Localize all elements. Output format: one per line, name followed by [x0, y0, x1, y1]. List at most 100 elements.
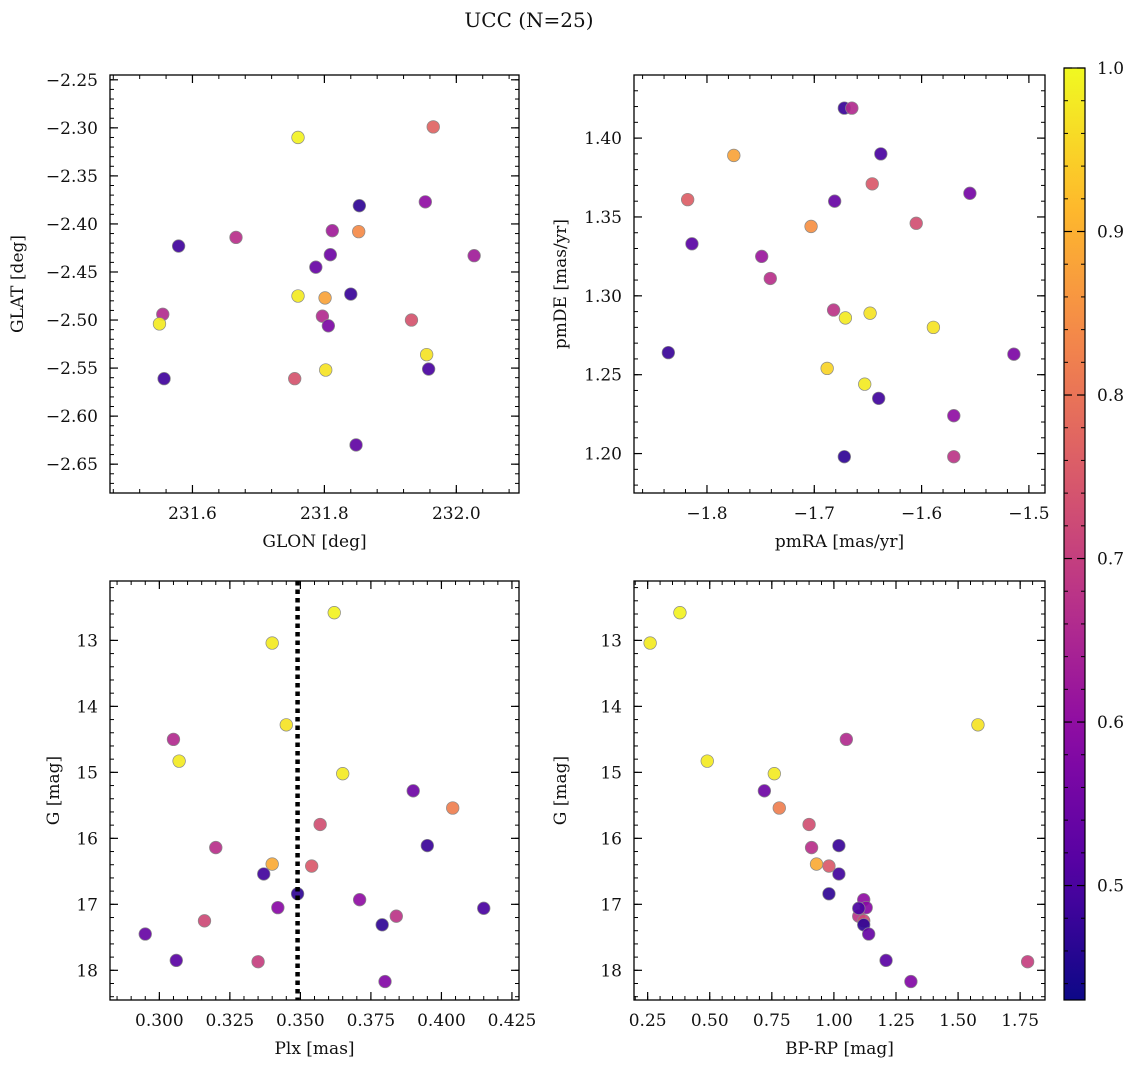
scatter-point — [879, 953, 893, 968]
scatter-point — [420, 838, 434, 853]
scatter-point — [166, 732, 181, 747]
scatter-point — [291, 289, 305, 303]
scatter-point — [809, 857, 824, 871]
y-tick-label: 18 — [76, 961, 98, 981]
x-tick-label: −1.5 — [1008, 504, 1049, 524]
x-tick-label: 0.300 — [135, 1011, 184, 1031]
scatter-point — [251, 955, 265, 969]
scatter-point — [404, 313, 419, 327]
scatter-point — [767, 767, 781, 781]
colorbar-tick-label: 0.6 — [1097, 713, 1124, 733]
scatter-panel-1: 231.6 231.8 232.0 −2.65 −2.60 −2.55 −2.50 −2.45… — [8, 71, 520, 552]
scatter-point — [327, 606, 341, 620]
scatter-point — [772, 801, 786, 815]
axes-frame — [633, 580, 1046, 1001]
x-tick-label: 0.425 — [488, 1011, 537, 1031]
scatter-point — [279, 718, 293, 732]
y-tick-label: 1.25 — [584, 366, 622, 386]
scatter-point — [271, 900, 285, 915]
scatter-point — [446, 801, 460, 815]
y-axis-label: G [mag] — [44, 756, 64, 825]
scatter-point — [838, 311, 853, 325]
scatter-point — [378, 974, 392, 989]
y-tick-label: −2.65 — [46, 455, 98, 475]
scatter-point — [852, 901, 866, 915]
scatter-point — [305, 859, 319, 873]
scatter-point — [257, 867, 271, 881]
x-tick-label: 232.0 — [432, 504, 481, 524]
scatter-point — [419, 347, 434, 362]
x-axis-label: Plx [mas] — [274, 1039, 354, 1059]
y-axis-label: pmDE [mas/yr] — [551, 219, 571, 349]
scatter-point — [832, 867, 846, 881]
scatter-point — [643, 636, 657, 650]
scatter-point — [265, 857, 279, 871]
y-tick-label: 15 — [76, 763, 98, 783]
y-axis-label: G [mag] — [551, 756, 571, 825]
colorbar: 0.5 0.6 0.7 0.8 0.9 1.0 — [1063, 59, 1124, 1001]
axes-frame — [109, 74, 520, 494]
x-tick-label: 231.6 — [168, 504, 217, 524]
scatter-point — [858, 377, 872, 391]
colorbar-tick-label: 0.9 — [1097, 223, 1124, 243]
scatter-point — [828, 194, 842, 208]
x-tick-label: 0.50 — [691, 1011, 729, 1031]
scatter-point — [826, 303, 841, 317]
scatter-point — [138, 927, 152, 941]
y-tick-label: −2.35 — [46, 167, 98, 187]
scatter-point — [909, 216, 923, 230]
scatter-point — [820, 361, 834, 376]
y-tick-label: 14 — [600, 697, 622, 717]
scatter-point — [839, 732, 853, 747]
scatter-point — [418, 195, 432, 209]
x-tick-label: 1.00 — [815, 1011, 853, 1031]
scatter-point — [352, 893, 367, 907]
scatter-point — [1007, 347, 1021, 361]
scatter-point — [863, 306, 877, 320]
y-tick-label: 1.40 — [584, 129, 622, 149]
scatter-point — [389, 909, 403, 923]
scatter-point — [681, 192, 695, 207]
scatter-point — [685, 237, 699, 251]
scatter-point — [477, 901, 491, 915]
colorbar-gradient — [1063, 67, 1086, 1001]
scatter-point — [265, 636, 279, 650]
scatter-point — [352, 199, 367, 213]
x-tick-label: 0.75 — [753, 1011, 791, 1031]
scatter-point — [426, 120, 440, 134]
scatter-point — [209, 840, 223, 855]
scatter-point — [421, 362, 436, 376]
scatter-panel-4: 0.25 0.50 0.75 1.00 1.25 1.50 1.75 13 14 15 16 17 18… — [551, 580, 1046, 1059]
scatter-point — [872, 391, 886, 406]
scatter-point — [727, 148, 741, 163]
scatter-point — [321, 319, 336, 333]
scatter-point — [467, 249, 481, 263]
x-axis-label: BP-RP [mag] — [785, 1039, 894, 1059]
x-tick-label: 0.375 — [347, 1011, 396, 1031]
scatter-point — [171, 239, 186, 253]
axes-frame — [633, 74, 1046, 494]
x-tick-label: 231.8 — [300, 504, 349, 524]
scatter-point — [1020, 955, 1035, 969]
y-tick-label: 1.20 — [584, 445, 622, 465]
x-tick-label: 0.25 — [629, 1011, 667, 1031]
y-tick-label: 16 — [76, 829, 98, 849]
scatter-point — [157, 372, 171, 386]
scatter-point — [757, 784, 772, 798]
scatter-point — [822, 887, 836, 901]
scatter-point — [352, 224, 366, 239]
scatter-point — [229, 230, 243, 245]
y-tick-label: 14 — [76, 697, 98, 717]
scatter-point — [661, 345, 675, 360]
y-tick-label: 16 — [600, 829, 622, 849]
scatter-point — [947, 450, 961, 464]
scatter-point — [323, 248, 337, 262]
x-tick-label: 0.400 — [417, 1011, 466, 1031]
colorbar-tick-label: 0.8 — [1097, 386, 1124, 406]
y-tick-label: −2.40 — [46, 215, 98, 235]
x-axis-label: pmRA [mas/yr] — [775, 532, 904, 552]
scatter-point — [865, 177, 879, 191]
scatter-point — [947, 409, 961, 423]
x-tick-label: 1.50 — [939, 1011, 977, 1031]
